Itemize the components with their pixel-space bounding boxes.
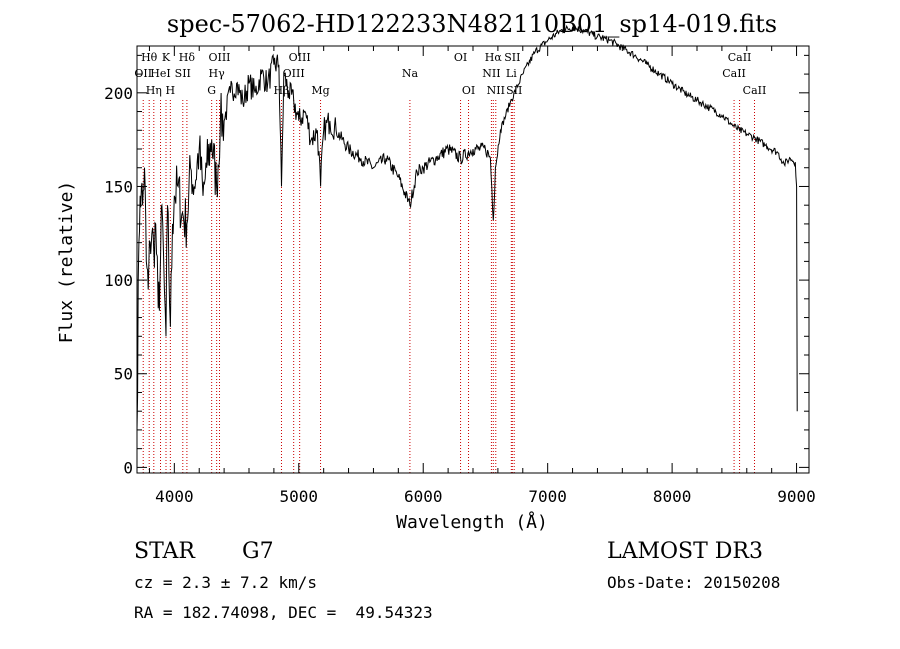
annotation-label: Hδ (179, 51, 196, 64)
annotation-label: SII (504, 51, 520, 64)
annotation-label: OIII (289, 51, 311, 64)
annotation-label: CaII (728, 51, 752, 64)
annotation-label: OIII (283, 67, 305, 80)
annotation-label: Hη (146, 84, 162, 97)
annotation-label: Na (402, 67, 419, 80)
x-tick-label: 5000 (280, 487, 319, 506)
annotation-label: Hα (485, 51, 503, 64)
annotation-label: Li (506, 67, 517, 80)
annotation-label: NII (482, 67, 500, 80)
x-tick-label: 7000 (528, 487, 567, 506)
annotation-label: H (166, 84, 176, 97)
x-tick-label: 6000 (404, 487, 443, 506)
x-axis-label: Wavelength (Å) (396, 511, 548, 533)
object-class: STAR (134, 539, 195, 564)
x-tick-label: 4000 (155, 487, 194, 506)
object-subclass: G7 (242, 539, 274, 564)
x-tick-label: 9000 (777, 487, 816, 506)
series-layer (136, 24, 798, 430)
y-tick-label: 150 (104, 177, 133, 196)
annotation-label: OI (462, 84, 475, 97)
annotation-label: K (162, 51, 171, 64)
annotation-label: OII (134, 67, 152, 80)
annotation-label: NII (487, 84, 505, 97)
y-tick-label: 50 (114, 365, 133, 384)
annotation-label: Hγ (209, 67, 226, 80)
flux-series-line (136, 24, 798, 430)
annotation-label: OI (454, 51, 467, 64)
annotation-label: CaII (743, 84, 767, 97)
coordinates: RA = 182.74098, DEC = 49.54323 (134, 603, 433, 622)
y-axis-label: Flux (relative) (56, 181, 77, 344)
y-tick-label: 0 (123, 458, 133, 477)
annotation-label: SII (175, 67, 191, 80)
survey-name: LAMOST DR3 (607, 539, 763, 564)
annotation-label: G (207, 84, 216, 97)
x-tick-label: 8000 (653, 487, 692, 506)
annotation-label: Mg (311, 84, 329, 97)
chart-title: spec-57062-HD122233N482110B01_sp14-019.f… (167, 10, 777, 38)
annotation-label: HeI (150, 67, 170, 80)
redshift-text: cz = 2.3 ± 7.2 km/s (134, 573, 318, 592)
annotation-label: Hθ (141, 51, 158, 64)
y-tick-label: 100 (104, 271, 133, 290)
y-tick-label: 200 (104, 84, 133, 103)
obs-date: Obs-Date: 20150208 (607, 573, 781, 592)
annotation-label: Hβ (274, 84, 290, 97)
annotation-label: CaII (722, 67, 746, 80)
line-annotations: OII Hθ Hη HeI K H SII Hδ G Hγ OIII Hβ OIII OIII Mg Na OI… (134, 51, 766, 473)
axes: 4000 5000 6000 7000 8000 9000 0 50 100 150 200 (104, 46, 816, 506)
annotation-label: OIII (208, 51, 230, 64)
